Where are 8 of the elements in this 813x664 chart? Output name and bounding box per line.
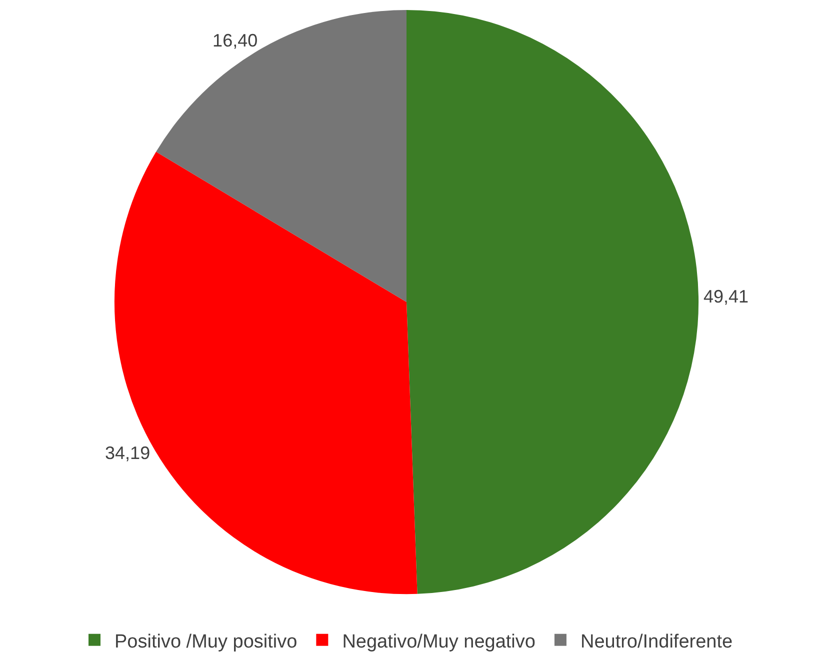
- pie-slice: [406, 10, 698, 594]
- legend-label: Negativo/Muy negativo: [342, 631, 536, 652]
- legend-label: Positivo /Muy positivo: [114, 631, 298, 652]
- pie-slice: [156, 10, 406, 302]
- data-label: 16,40: [212, 30, 258, 50]
- data-label: 34,19: [105, 443, 150, 464]
- data-label: 49,41: [704, 286, 749, 307]
- legend-label: Neutro/Indiferente: [580, 631, 733, 652]
